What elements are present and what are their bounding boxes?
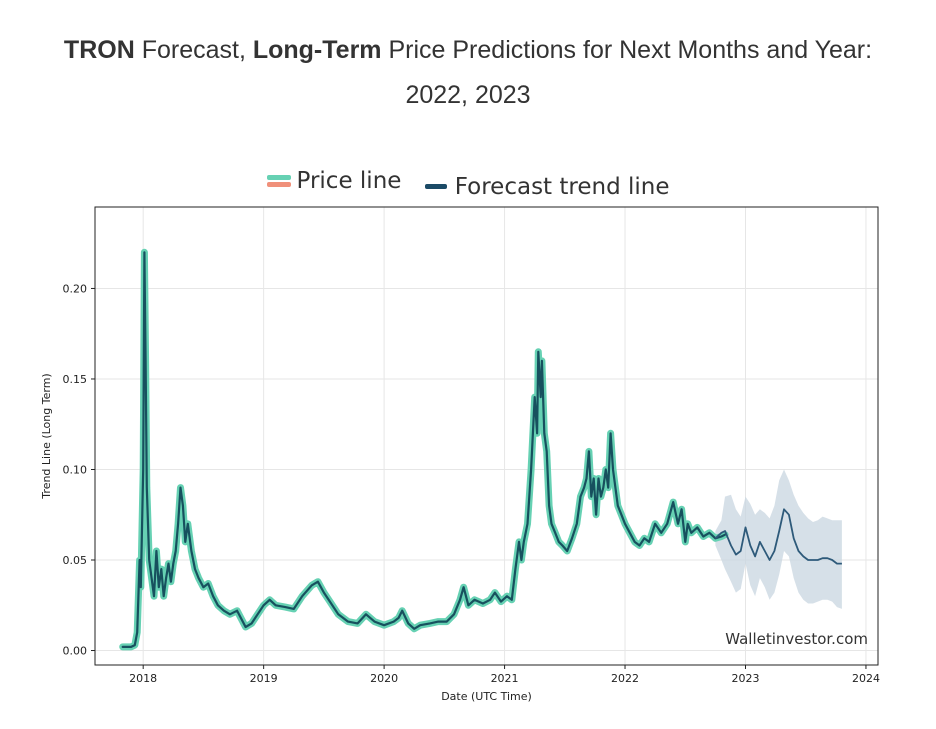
- title-emphasis: Long-Term: [252, 36, 382, 64]
- watermark: Walletinvestor.com: [725, 630, 868, 648]
- x-tick-label: 2022: [611, 672, 639, 685]
- price-line-swatch-icon: [266, 173, 291, 189]
- y-axis-label: Trend Line (Long Term): [40, 373, 53, 499]
- price-line: [121, 251, 727, 648]
- x-tick-label: 2024: [852, 672, 880, 685]
- chart-title: TRON Forecast, Long-Term Price Predictio…: [0, 28, 936, 118]
- y-tick-label: 0.00: [63, 645, 88, 658]
- x-tick-label: 2018: [129, 672, 157, 685]
- legend-item-forecast[interactable]: Forecast trend line: [424, 173, 670, 200]
- y-tick-label: 0.15: [63, 373, 88, 386]
- y-tick-label: 0.05: [63, 554, 88, 567]
- plot-area: [95, 207, 878, 665]
- title-part2: Price Predictions for Next Months and Ye…: [381, 36, 873, 64]
- forecast-trend-line: [714, 508, 842, 565]
- legend-item-price[interactable]: Price line: [266, 168, 402, 194]
- x-tick-label: 2021: [491, 672, 519, 685]
- title-brand: TRON: [63, 36, 135, 64]
- legend-forecast-label: Forecast trend line: [454, 173, 670, 200]
- title-part1: Forecast,: [134, 36, 253, 64]
- chart-legend: Price line Forecast trend line: [0, 168, 936, 200]
- plot-frame: [94, 206, 879, 666]
- x-tick-label: 2019: [250, 672, 278, 685]
- x-tick-label: 2023: [731, 672, 759, 685]
- y-tick-label: 0.10: [63, 463, 88, 476]
- forecast-line-swatch-icon: [424, 184, 447, 189]
- y-tick-label: 0.20: [63, 282, 88, 295]
- x-tick-label: 2020: [370, 672, 398, 685]
- title-years: 2022, 2023: [405, 81, 531, 109]
- forecast-confidence-band: [715, 469, 842, 609]
- x-axis-label: Date (UTC Time): [441, 690, 532, 703]
- legend-price-label: Price line: [296, 168, 402, 194]
